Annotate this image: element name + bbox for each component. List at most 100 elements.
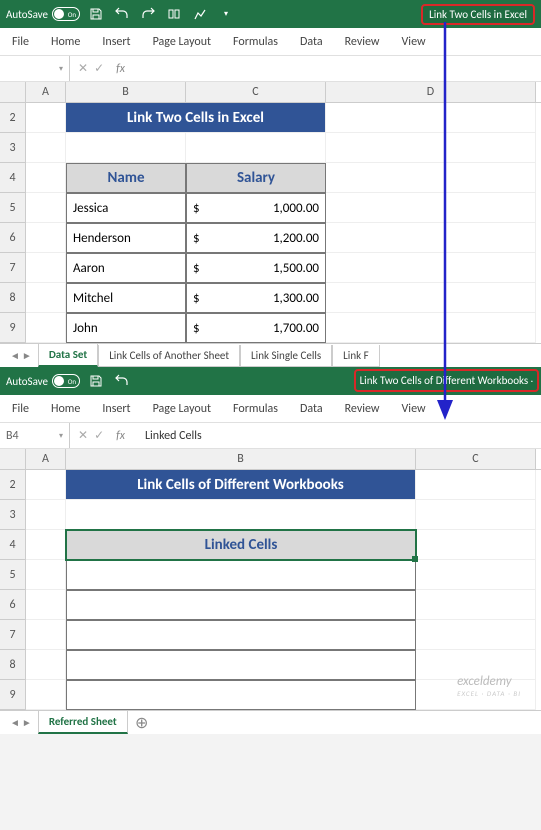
ribbon-tab-home[interactable]: Home [47, 29, 84, 55]
ribbon-tab-data[interactable]: Data [296, 29, 327, 55]
cell[interactable] [26, 313, 66, 343]
row-header[interactable]: 5 [0, 193, 26, 223]
row-header[interactable]: 9 [0, 680, 26, 710]
next-sheet-icon[interactable]: ► [22, 349, 32, 362]
prev-sheet-icon[interactable]: ◄ [10, 349, 20, 362]
cell[interactable] [66, 500, 416, 530]
cell[interactable] [416, 530, 536, 560]
cell[interactable] [326, 313, 536, 343]
cell[interactable] [26, 560, 66, 590]
col-header-b[interactable]: B [66, 82, 186, 102]
prev-sheet-icon[interactable]: ◄ [10, 716, 20, 729]
autosave-control[interactable]: AutoSave On [6, 7, 80, 21]
row-header[interactable]: 3 [0, 133, 26, 163]
ribbon-tab-view[interactable]: View [398, 396, 430, 422]
enter-icon[interactable]: ✓ [94, 428, 104, 443]
row-header[interactable]: 2 [0, 103, 26, 133]
col-header-d[interactable]: D [326, 82, 536, 102]
cell[interactable] [186, 133, 326, 163]
sheet-tab[interactable]: Link F [332, 345, 379, 367]
cell[interactable] [26, 530, 66, 560]
cell[interactable] [326, 103, 536, 133]
col-header-b[interactable]: B [66, 449, 416, 469]
ribbon-tab-insert[interactable]: Insert [98, 29, 134, 55]
cell[interactable] [326, 283, 536, 313]
ribbon-tab-page-layout[interactable]: Page Layout [149, 29, 215, 55]
ribbon-tab-view[interactable]: View [398, 29, 430, 55]
cell[interactable] [326, 253, 536, 283]
dropdown-icon[interactable]: ▾ [218, 6, 234, 22]
formula-bar[interactable]: Linked Cells [145, 429, 202, 443]
cell[interactable] [326, 193, 536, 223]
select-all-corner[interactable] [0, 82, 26, 102]
sheet-nav[interactable]: ◄► [4, 349, 38, 362]
row-header[interactable]: 3 [0, 500, 26, 530]
ribbon-tab-data[interactable]: Data [296, 396, 327, 422]
ribbon-tab-home[interactable]: Home [47, 396, 84, 422]
sheet-tab[interactable]: Link Cells of Another Sheet [98, 345, 240, 367]
save-icon[interactable] [88, 6, 104, 22]
row-header[interactable]: 4 [0, 163, 26, 193]
row-header[interactable]: 8 [0, 650, 26, 680]
col-header-a[interactable]: A [26, 449, 66, 469]
cell[interactable] [26, 620, 66, 650]
cell[interactable] [26, 223, 66, 253]
cell[interactable] [26, 680, 66, 710]
col-header-a[interactable]: A [26, 82, 66, 102]
title-banner[interactable]: Link Cells of Different Workbooks [66, 470, 416, 500]
cell[interactable] [26, 500, 66, 530]
table-header-salary[interactable]: Salary [186, 163, 326, 193]
cell[interactable] [416, 470, 536, 500]
table-cell-salary[interactable]: $1,500.00 [186, 253, 326, 283]
table-cell-name[interactable]: Mitchel [66, 283, 186, 313]
row-header[interactable]: 4 [0, 530, 26, 560]
ribbon-tab-review[interactable]: Review [341, 29, 384, 55]
sheet-nav[interactable]: ◄► [4, 716, 38, 729]
fx-icon[interactable]: fx [116, 429, 125, 443]
row-header[interactable]: 7 [0, 620, 26, 650]
ribbon-tab-file[interactable]: File [8, 29, 33, 55]
table-cell-name[interactable]: Aaron [66, 253, 186, 283]
cell[interactable] [26, 283, 66, 313]
name-box[interactable]: B4 [0, 423, 70, 448]
enter-icon[interactable]: ✓ [94, 61, 104, 76]
cell[interactable] [26, 253, 66, 283]
table-cell-salary[interactable]: $1,700.00 [186, 313, 326, 343]
cell[interactable] [416, 560, 536, 590]
cell[interactable] [66, 133, 186, 163]
table-cell-salary[interactable]: $1,000.00 [186, 193, 326, 223]
ribbon-tab-review[interactable]: Review [341, 396, 384, 422]
sheet-tab-dataset[interactable]: Data Set [38, 344, 98, 367]
redo-icon[interactable] [140, 6, 156, 22]
title-banner[interactable]: Link Two Cells in Excel [66, 103, 326, 133]
cell[interactable] [26, 133, 66, 163]
autosave-control[interactable]: AutoSave On [6, 374, 80, 388]
row-header[interactable]: 9 [0, 313, 26, 343]
table-cell-name[interactable]: Henderson [66, 223, 186, 253]
table-cell[interactable] [66, 620, 416, 650]
cell[interactable] [326, 163, 536, 193]
add-sheet-button[interactable]: ⊕ [132, 713, 152, 733]
autosave-toggle[interactable]: On [52, 7, 80, 21]
table-cell-name[interactable]: John [66, 313, 186, 343]
cell[interactable] [26, 163, 66, 193]
autosave-toggle[interactable]: On [52, 374, 80, 388]
row-header[interactable]: 7 [0, 253, 26, 283]
table-cell[interactable] [66, 560, 416, 590]
fx-icon[interactable]: fx [116, 62, 125, 76]
cell[interactable] [326, 133, 536, 163]
table-cell-name[interactable]: Jessica [66, 193, 186, 223]
cancel-icon[interactable]: ✕ [78, 428, 88, 443]
name-box[interactable] [0, 56, 70, 81]
sheet-tab-referred[interactable]: Referred Sheet [38, 711, 128, 734]
cell-area[interactable]: Link Two Cells in Excel Name Salary [26, 103, 541, 343]
col-header-c[interactable]: C [186, 82, 326, 102]
qat-icon[interactable] [166, 6, 182, 22]
ribbon-tab-insert[interactable]: Insert [98, 396, 134, 422]
table-header-name[interactable]: Name [66, 163, 186, 193]
table-cell-salary[interactable]: $1,200.00 [186, 223, 326, 253]
undo-icon[interactable] [114, 373, 130, 389]
ribbon-tab-file[interactable]: File [8, 396, 33, 422]
cell[interactable] [416, 500, 536, 530]
table-cell[interactable] [66, 590, 416, 620]
